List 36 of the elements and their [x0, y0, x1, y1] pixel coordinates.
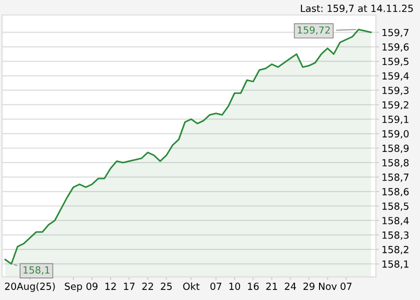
x-tick-label: 07 — [210, 282, 222, 290]
y-tick-label: 158,9 — [382, 144, 409, 153]
x-tick-label: 29 — [303, 282, 314, 290]
y-tick-label: 159,0 — [382, 130, 409, 138]
y-tick-label: 158,5 — [382, 202, 408, 211]
data-label: 159,72 — [298, 26, 330, 35]
y-tick-label: 158,7 — [382, 174, 408, 182]
x-tick-label: 16 — [248, 282, 259, 290]
x-tick-label: 20Aug(25) — [5, 282, 55, 292]
y-tick-label: 159,5 — [382, 58, 408, 66]
x-tick-label: 07 — [340, 282, 352, 290]
x-tick-label: 17 — [124, 282, 135, 290]
y-tick-label: 158,6 — [382, 188, 409, 196]
y-tick-label: 158,2 — [382, 246, 408, 254]
y-tick-label: 158,3 — [382, 231, 409, 240]
x-tick-label: 10 — [229, 282, 240, 290]
y-tick-label: 159,3 — [382, 86, 409, 96]
x-tick-label: Sep — [64, 282, 82, 292]
y-tick-label: 159,6 — [382, 43, 409, 52]
text: Last: 159,7 at 14.11.25 — [300, 4, 413, 14]
x-tick-label: 25 — [160, 282, 172, 290]
y-tick-label: 159,4 — [382, 72, 409, 81]
y-tick-label: 158,1 — [382, 260, 408, 269]
data-label: 158,1 — [24, 266, 50, 275]
x-tick-label: Okt — [183, 282, 200, 290]
x-tick-label: 12 — [105, 282, 116, 290]
y-tick-label: 159,2 — [382, 101, 408, 110]
y-tick-label: 159,1 — [382, 116, 408, 124]
x-tick-label: 22 — [142, 282, 153, 290]
y-tick-label: 159,7 — [382, 28, 408, 38]
x-tick-label: 09 — [86, 282, 98, 290]
x-tick-label: 24 — [284, 282, 296, 290]
x-tick-label: Nov — [319, 282, 337, 290]
x-tick-label: 21 — [266, 282, 278, 290]
y-tick-label: 158,4 — [382, 216, 409, 226]
y-tick-label: 158,8 — [382, 159, 409, 168]
